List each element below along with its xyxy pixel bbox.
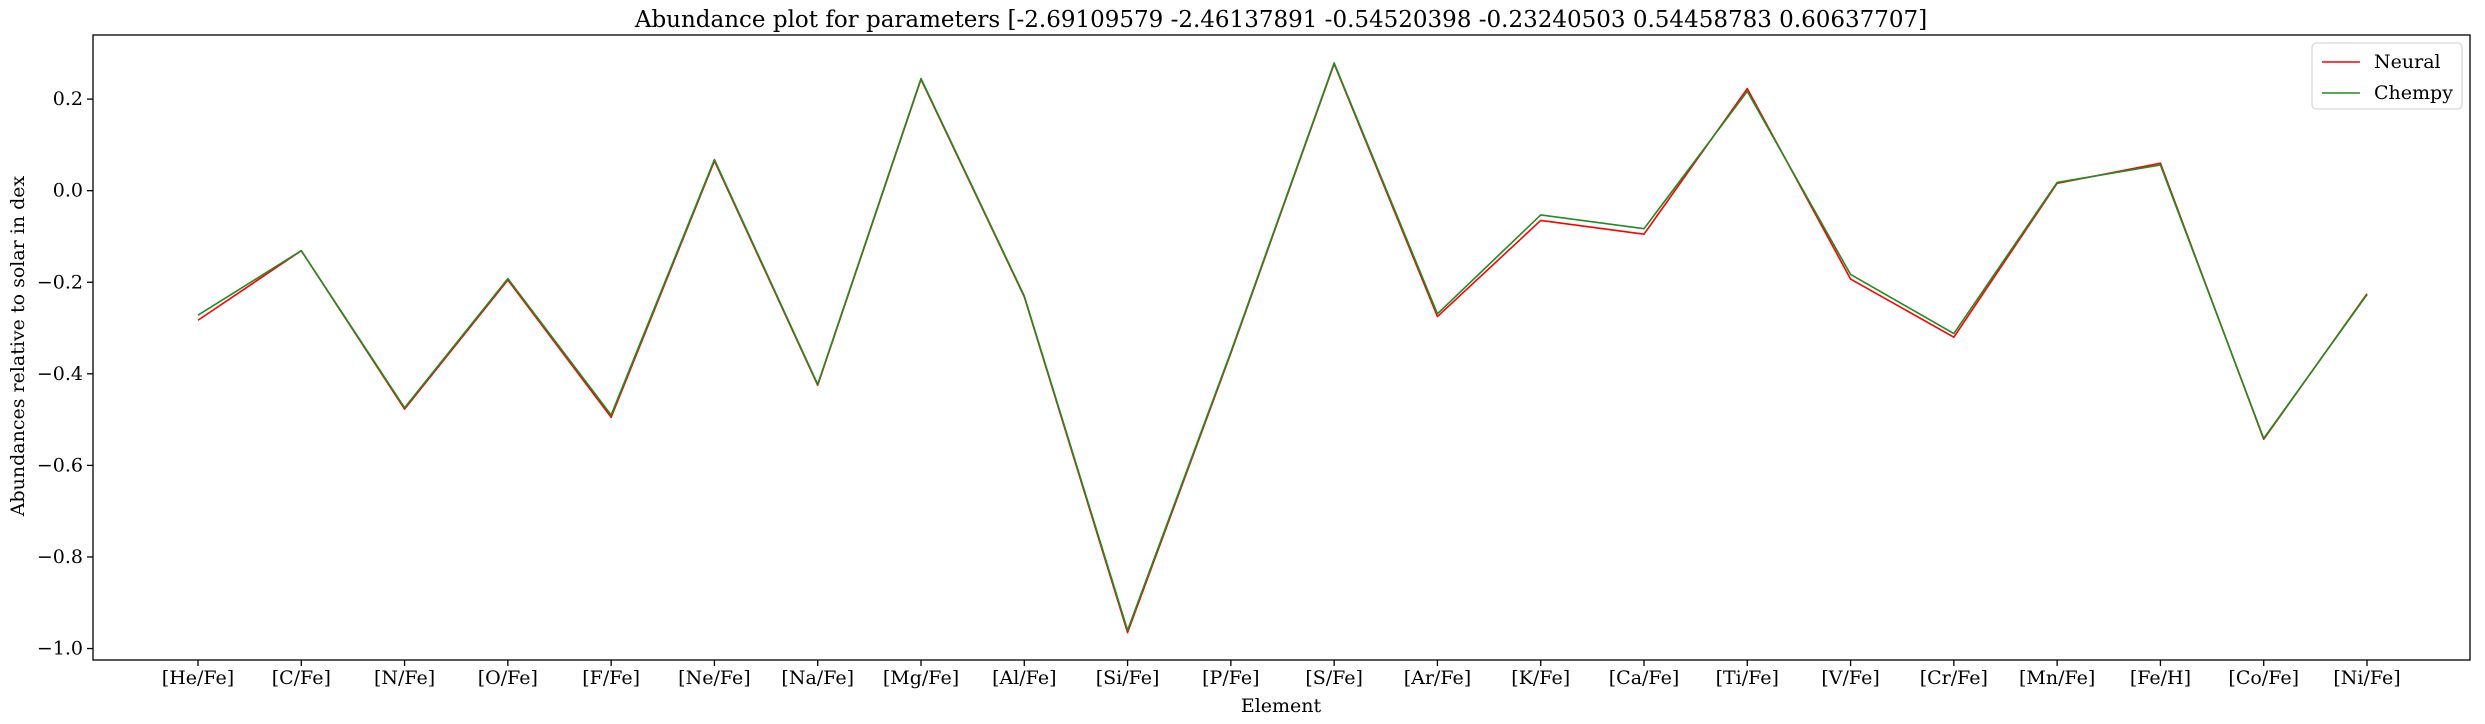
y-tick-label: 0.2 [53, 88, 83, 110]
y-tick-label: −0.4 [37, 363, 83, 385]
x-tick-label: [Mn/Fe] [2019, 667, 2095, 689]
series-line-neural [197, 63, 2368, 634]
y-tick-label: −0.6 [37, 454, 83, 476]
x-tick-label: [Ca/Fe] [1609, 667, 1679, 689]
x-tick-label: [Ar/Fe] [1404, 667, 1471, 689]
y-tick-label: −0.2 [37, 271, 83, 293]
legend: Neural Chempy [2311, 42, 2463, 110]
x-tick-label: [P/Fe] [1202, 667, 1259, 689]
x-axis: [He/Fe] [C/Fe] [N/Fe] [O/Fe] [F/Fe] [Ne/Fe] [N… [162, 660, 2401, 689]
x-tick-label: [Fe/H] [2130, 667, 2191, 689]
y-axis: −1.0 −0.8 −0.6 −0.4 −0.2 0.0 0.2 [37, 88, 93, 660]
x-tick-label: [He/Fe] [162, 667, 234, 689]
series-layer [197, 62, 2368, 634]
y-tick-label: 0.0 [53, 180, 83, 202]
chart-title: Abundance plot for parameters [-2.691095… [634, 7, 1927, 33]
x-tick-label: [N/Fe] [374, 667, 435, 689]
x-tick-label: [V/Fe] [1821, 667, 1879, 689]
y-tick-label: −1.0 [37, 638, 83, 660]
x-tick-label: [Ti/Fe] [1716, 667, 1779, 689]
x-tick-label: [O/Fe] [478, 667, 538, 689]
x-tick-label: [Al/Fe] [992, 667, 1056, 689]
x-tick-label: [K/Fe] [1511, 667, 1570, 689]
x-tick-label: [Ni/Fe] [2333, 667, 2400, 689]
x-tick-label: [F/Fe] [582, 667, 640, 689]
y-axis-label: Abundances relative to solar in dex [7, 175, 29, 517]
x-tick-label: [Co/Fe] [2228, 667, 2299, 689]
x-tick-label: [S/Fe] [1305, 667, 1363, 689]
plot-area [92, 34, 2471, 661]
series-line-chempy [197, 62, 2368, 632]
x-tick-label: [Ne/Fe] [678, 667, 750, 689]
x-tick-label: [Mg/Fe] [883, 667, 959, 689]
plot-frame [92, 34, 2471, 661]
y-tick-label: −0.8 [37, 546, 83, 568]
x-tick-label: [Na/Fe] [781, 667, 854, 689]
legend-label-chempy: Chempy [2374, 82, 2453, 104]
legend-label-neural: Neural [2374, 51, 2441, 73]
x-tick-label: [C/Fe] [272, 667, 331, 689]
x-tick-label: [Si/Fe] [1096, 667, 1160, 689]
x-axis-label: Element [1241, 695, 1322, 717]
x-tick-label: [Cr/Fe] [1920, 667, 1988, 689]
